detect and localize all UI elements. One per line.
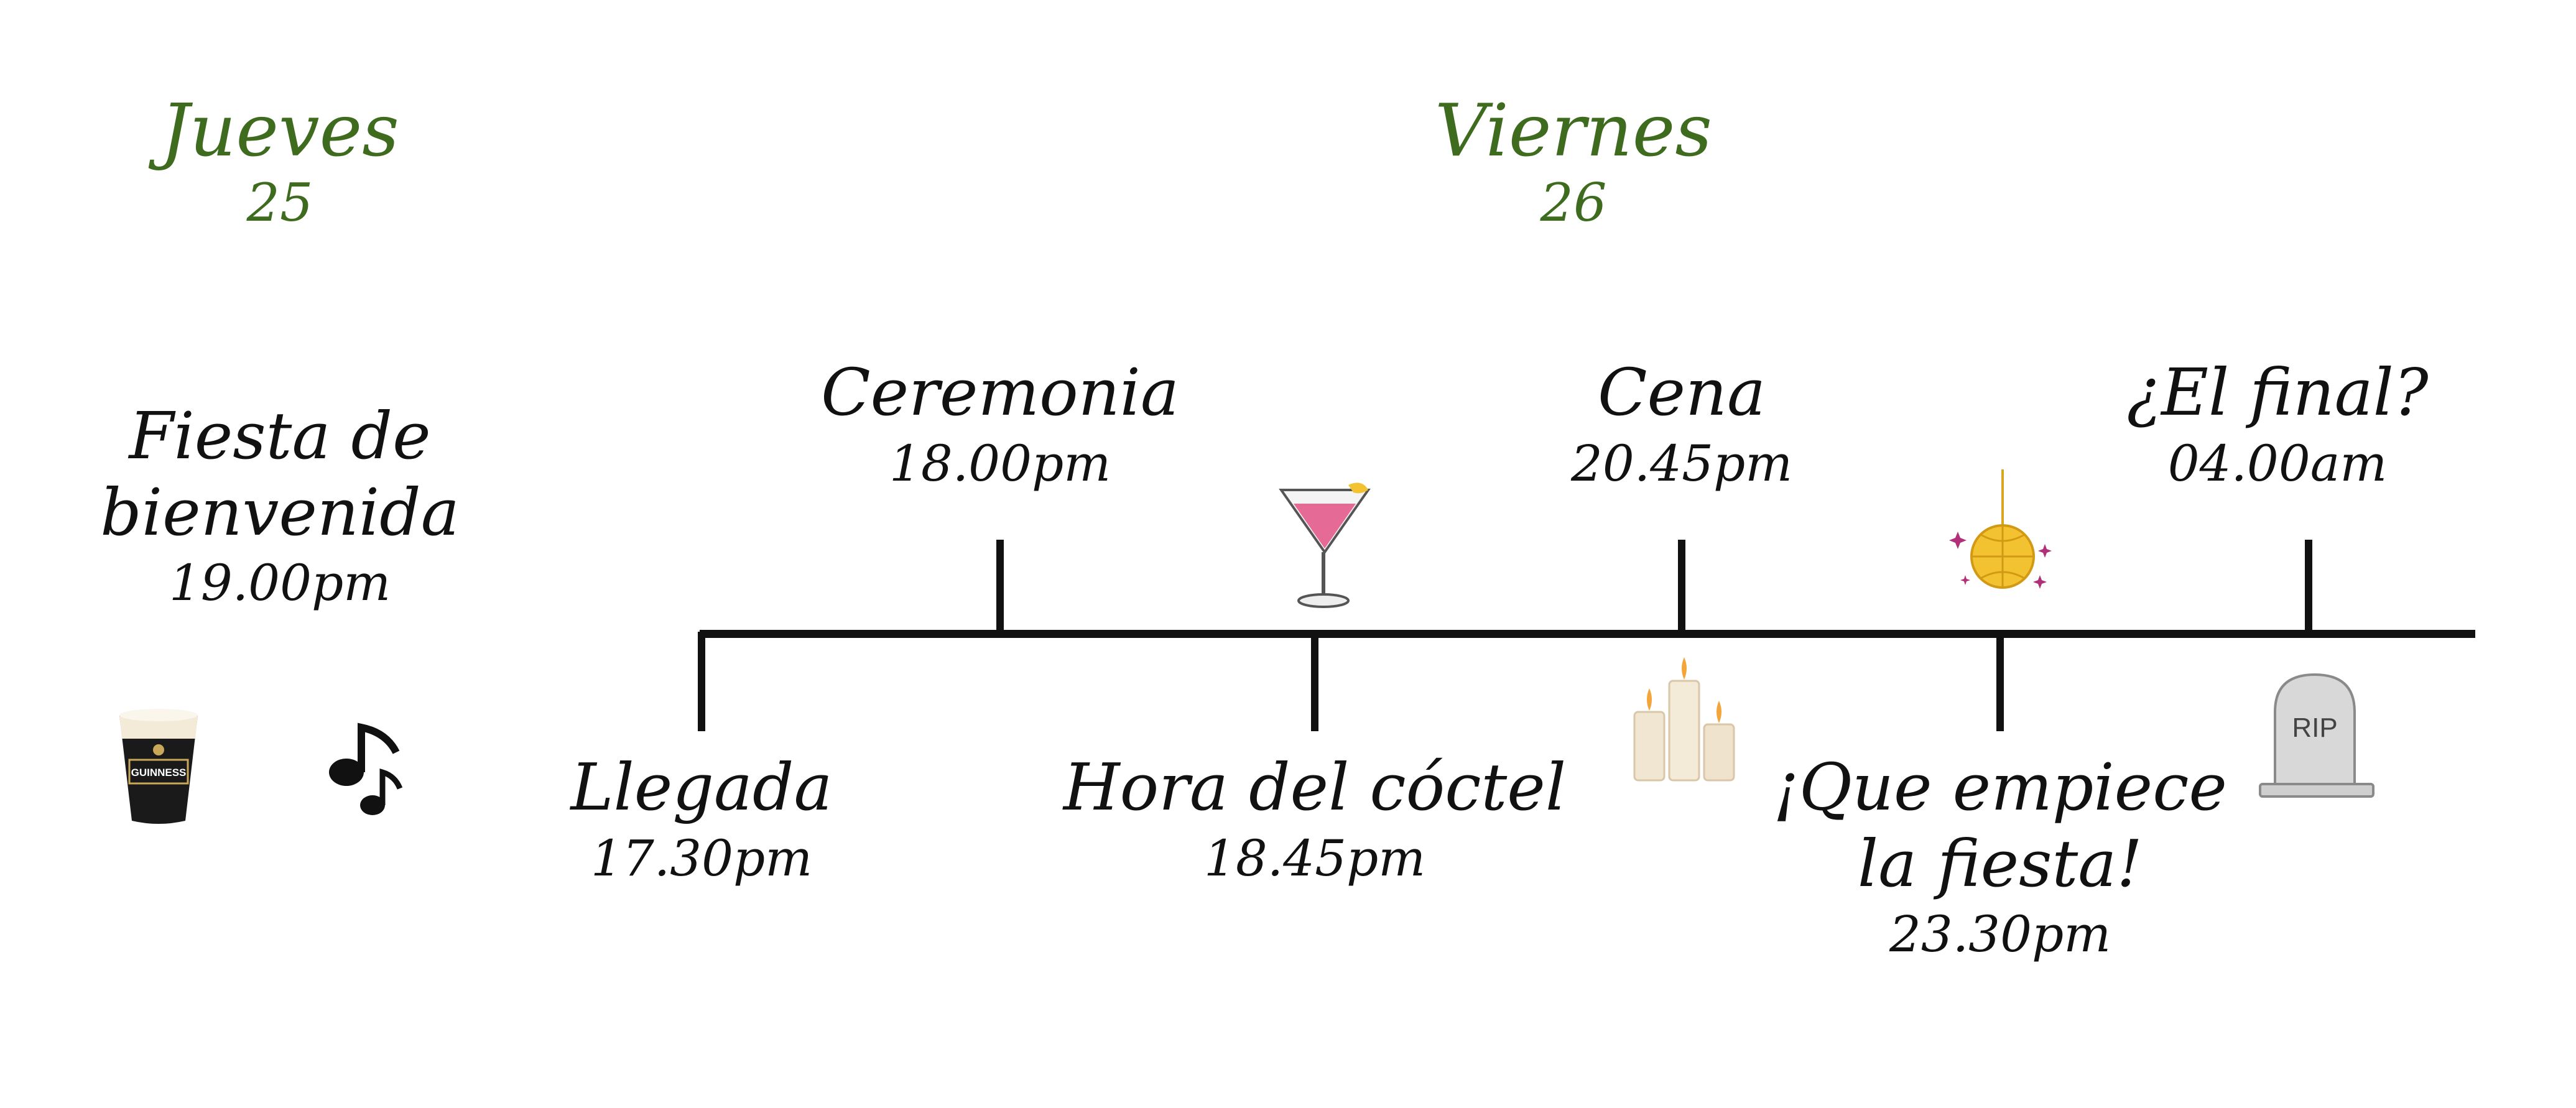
event-time: 19.00pm — [169, 554, 391, 612]
tombstone-label: RIP — [2292, 713, 2337, 743]
event-ceremony: Ceremonia 18.00pm — [782, 354, 1218, 493]
beer-label: GUINNESS — [131, 767, 187, 778]
event-party-start: ¡Que empiece la fiesta! 23.30pm — [1751, 749, 2249, 964]
day-header-thursday: Jueves 25 — [137, 93, 423, 230]
tick-cocktail — [1311, 632, 1318, 731]
event-title-line: la fiesta! — [1857, 825, 2143, 902]
cocktail-glass-icon — [1279, 482, 1371, 608]
event-dinner: Cena 20.45pm — [1464, 354, 1899, 493]
tick-party — [1996, 632, 2004, 731]
disco-ball-icon — [1949, 469, 2052, 589]
event-time: 18.45pm — [1203, 829, 1426, 887]
tick-dinner — [1678, 540, 1685, 633]
timeline-axis — [700, 630, 2475, 638]
day-header-friday: Viernes 26 — [1430, 93, 1717, 230]
tick-end — [2305, 540, 2312, 633]
day-name: Jueves — [160, 89, 399, 173]
candles-icon — [1633, 657, 1735, 782]
day-number: 25 — [246, 172, 313, 233]
event-time: 04.00am — [2167, 434, 2388, 492]
music-note-icon — [329, 723, 403, 815]
day-number: 26 — [1540, 172, 1607, 233]
event-title: Llegada — [570, 749, 833, 825]
tick-arrival — [698, 632, 705, 731]
event-title: ¿El final? — [2126, 354, 2429, 430]
event-time: 20.45pm — [1570, 434, 1793, 492]
event-title: Cena — [1597, 354, 1766, 430]
event-arrival: Llegada 17.30pm — [484, 749, 919, 888]
event-title-line: bienvenida — [100, 474, 460, 550]
beer-glass-icon: GUINNESS — [119, 709, 198, 824]
day-name: Viernes — [1435, 89, 1712, 173]
event-end: ¿El final? 04.00am — [2060, 354, 2495, 493]
event-time: 18.00pm — [889, 434, 1111, 492]
event-welcome-party: Fiesta de bienvenida 19.00pm — [81, 398, 479, 613]
event-title: Ceremonia — [821, 354, 1179, 430]
event-time: 17.30pm — [590, 829, 813, 887]
event-title: Hora del cóctel — [1063, 749, 1567, 825]
event-title-line: ¡Que empiece — [1773, 749, 2227, 825]
tombstone-icon: RIP — [2259, 673, 2374, 798]
tick-ceremony — [996, 540, 1004, 633]
event-title-line: Fiesta de — [129, 398, 431, 474]
event-cocktail-hour: Hora del cóctel 18.45pm — [1029, 749, 1601, 888]
event-time: 23.30pm — [1889, 905, 2111, 964]
